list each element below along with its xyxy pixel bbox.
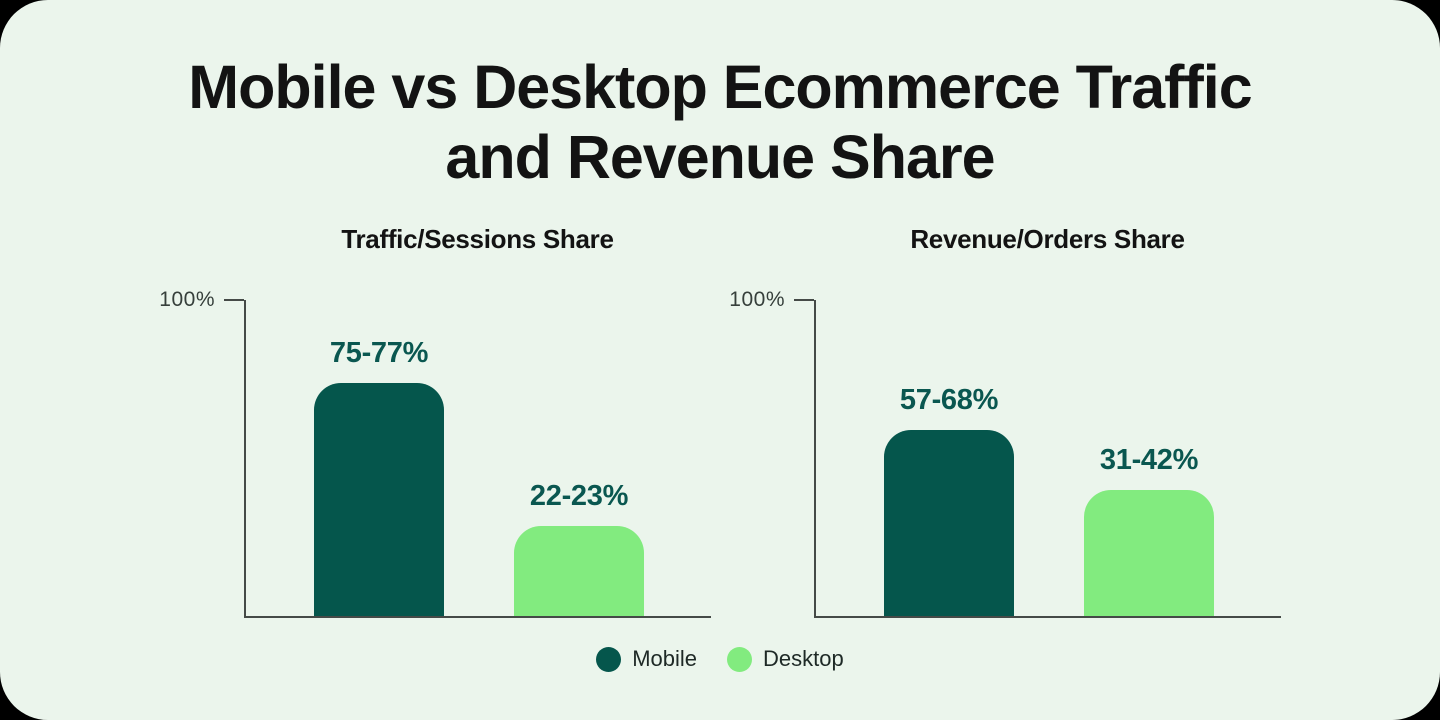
bar-value-label: 57-68% — [899, 384, 999, 416]
chart-revenue-orders: Revenue/Orders Share 100% 57-68% 31-42% — [727, 224, 1283, 618]
bar-value-label: 75-77% — [329, 337, 429, 369]
bar-mobile — [314, 383, 444, 616]
bar-value-label: 22-23% — [529, 480, 629, 512]
charts-row: Traffic/Sessions Share 100% 75-77% 22-23%… — [0, 224, 1440, 618]
plot-area: 100% 57-68% 31-42% — [729, 288, 1281, 618]
legend-label: Mobile — [632, 646, 698, 671]
bar-value-label: 31-42% — [1099, 444, 1199, 476]
legend-item-desktop: Desktop — [727, 646, 844, 672]
legend: Mobile Desktop — [0, 646, 1440, 672]
y-axis-max-label: 100% — [159, 288, 215, 311]
legend-label: Desktop — [763, 646, 844, 671]
page-title: Mobile vs Desktop Ecommerce Traffic and … — [80, 0, 1360, 192]
desktop-legend-dot-icon — [727, 646, 753, 672]
legend-item-mobile: Mobile — [596, 646, 697, 672]
y-axis-tick-mark — [794, 299, 814, 301]
y-axis-max-label: 100% — [729, 288, 785, 311]
chart-traffic-sessions: Traffic/Sessions Share 100% 75-77% 22-23% — [157, 224, 713, 618]
bar-desktop — [514, 526, 644, 616]
bar-desktop — [1084, 490, 1214, 616]
y-axis-tick: 100% — [704, 288, 814, 312]
chart-title: Revenue/Orders Share — [910, 224, 1185, 254]
y-axis-tick-mark — [224, 299, 244, 301]
page-title-line-2: and Revenue Share — [445, 123, 995, 191]
mobile-legend-dot-icon — [596, 646, 622, 672]
bar-mobile — [884, 430, 1014, 616]
plot-area: 100% 75-77% 22-23% — [159, 288, 711, 618]
y-axis-tick: 100% — [134, 288, 244, 312]
page-title-line-1: Mobile vs Desktop Ecommerce Traffic — [188, 53, 1252, 121]
chart-title: Traffic/Sessions Share — [341, 224, 614, 254]
